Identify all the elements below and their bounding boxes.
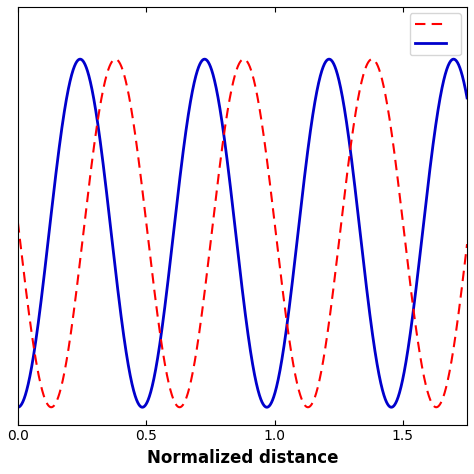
X-axis label: Normalized distance: Normalized distance [147, 449, 338, 467]
Legend: , : , [410, 13, 461, 55]
